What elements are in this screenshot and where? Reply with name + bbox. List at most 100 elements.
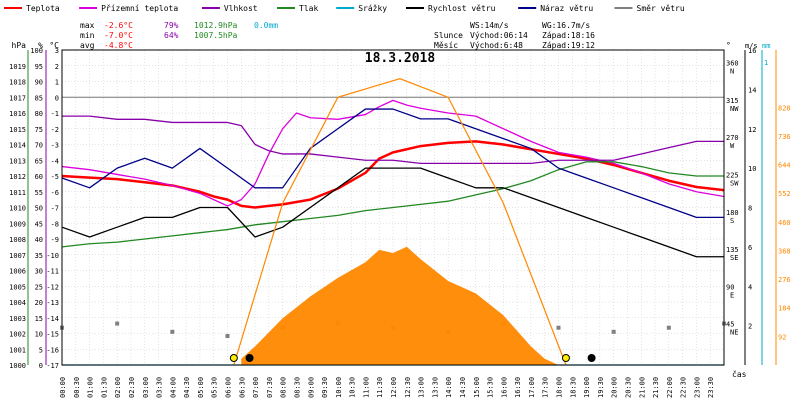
temperature-tick-3: -14 xyxy=(46,315,59,323)
temperature-tick-17: 0 xyxy=(55,94,59,102)
wind-dir-tick-5: 135 xyxy=(726,246,739,254)
x-tick-32: 16:00 xyxy=(500,377,508,398)
pressure-tick-3: 1003 xyxy=(9,315,26,323)
wind-dir-label-6: E xyxy=(730,291,734,299)
x-tick-4: 02:00 xyxy=(114,377,122,398)
humidity-tick-15: 75 xyxy=(35,126,43,134)
wind-dir-axis-label: ° xyxy=(726,41,731,50)
x-tick-1: 00:30 xyxy=(73,377,81,398)
legend-label-7: Směr větru xyxy=(637,4,685,13)
series-1-line xyxy=(61,99,725,207)
humidity-tick-11: 55 xyxy=(35,189,43,197)
solar-area xyxy=(241,246,559,365)
series-6-line xyxy=(61,108,724,218)
temperature-tick-19: 2 xyxy=(55,63,59,71)
sunrise-marker xyxy=(229,354,238,362)
stats-max-press: 1012.9hPa xyxy=(194,21,238,30)
x-tick-28: 14:00 xyxy=(445,377,453,398)
wind-dir-label-0: N xyxy=(730,68,734,76)
pressure-tick-5: 1005 xyxy=(9,283,26,291)
humidity-tick-9: 45 xyxy=(35,220,43,228)
stats-min-press: 1007.5hPa xyxy=(194,31,238,40)
humidity-tick-10: 50 xyxy=(35,205,43,213)
humidity-tick-20: 100 xyxy=(30,47,43,55)
wind-speed-axis-label: m/s xyxy=(745,42,758,50)
x-tick-31: 15:30 xyxy=(487,377,495,398)
x-tick-20: 10:00 xyxy=(335,377,343,398)
humidity-tick-4: 20 xyxy=(35,299,43,307)
solar-tick-2: 276 xyxy=(778,276,791,284)
wind-speed-tick-4: 10 xyxy=(748,165,756,173)
stats-moon-rise: Východ:6:48 xyxy=(470,41,523,50)
temperature-tick-18: 1 xyxy=(55,79,59,87)
legend: Teplota Přízemní teplota Vlhkost Tlak Srážky… xyxy=(4,4,685,13)
pressure-tick-0: 1000 xyxy=(9,362,26,370)
pressure-tick-1: 1001 xyxy=(9,346,26,354)
solar-tick-4: 460 xyxy=(778,219,791,227)
temperature-tick-20: 3 xyxy=(55,47,59,55)
x-tick-46: 23:00 xyxy=(693,377,701,398)
temperature-axis-label: °C xyxy=(49,41,59,50)
x-tick-45: 22:30 xyxy=(680,377,688,398)
temperature-tick-0: -17 xyxy=(46,362,59,370)
rain-tick-0: 1 xyxy=(764,59,768,67)
x-tick-38: 19:00 xyxy=(583,377,591,398)
humidity-tick-14: 70 xyxy=(35,142,43,150)
temperature-tick-14: -3 xyxy=(51,142,59,150)
x-axis: 00:00 00:30 01:00 01:30 02:00 02:30 03:00 03:30… xyxy=(59,377,715,398)
stats-max-hum: 79% xyxy=(164,21,179,30)
wind-speed-tick-1: 4 xyxy=(748,283,752,291)
sun-moon-markers xyxy=(229,354,596,362)
humidity-tick-7: 35 xyxy=(35,252,43,260)
wind-speed-tick-6: 14 xyxy=(748,86,756,94)
wind-dir-label-5: SE xyxy=(730,254,738,262)
pressure-tick-14: 1014 xyxy=(9,142,26,150)
humidity-tick-18: 90 xyxy=(35,79,43,87)
stats-max-temp: -2.6°C xyxy=(104,21,133,30)
x-tick-21: 10:30 xyxy=(349,377,357,398)
stats-max-label: max xyxy=(80,21,95,30)
pressure-tick-10: 1010 xyxy=(9,205,26,213)
solar-tick-5: 552 xyxy=(778,190,791,198)
x-tick-8: 04:00 xyxy=(169,377,177,398)
temperature-tick-4: -13 xyxy=(46,299,59,307)
temperature-tick-8: -9 xyxy=(51,236,59,244)
wind-speed-tick-2: 6 xyxy=(748,244,752,252)
temperature-tick-6: -11 xyxy=(46,268,59,276)
temperature-tick-13: -4 xyxy=(51,157,59,165)
wind-dir-tick-6: 90 xyxy=(726,283,734,291)
solar-tick-8: 828 xyxy=(778,104,791,112)
stats-moon-label: Měsíc xyxy=(434,41,458,50)
wind-dir-point-11 xyxy=(666,325,671,330)
x-tick-16: 08:00 xyxy=(280,377,288,398)
rain-axis-label: mm xyxy=(762,42,770,50)
legend-label-4: Srážky xyxy=(358,4,387,13)
wind-dir-point-1 xyxy=(115,321,120,326)
humidity-tick-8: 40 xyxy=(35,236,43,244)
pressure-tick-4: 1004 xyxy=(9,299,26,307)
x-tick-30: 15:00 xyxy=(473,377,481,398)
x-tick-22: 11:00 xyxy=(362,377,370,398)
legend-label-2: Vlhkost xyxy=(224,4,258,13)
pressure-tick-18: 1018 xyxy=(9,79,26,87)
x-tick-40: 20:00 xyxy=(611,377,619,398)
x-tick-19: 09:30 xyxy=(321,377,329,398)
temperature-tick-11: -6 xyxy=(51,189,59,197)
humidity-tick-3: 15 xyxy=(35,315,43,323)
wind-dir-tick-3: 225 xyxy=(726,171,739,179)
x-tick-25: 12:30 xyxy=(404,377,412,398)
stats-sun-label: Slunce xyxy=(434,31,463,40)
humidity-tick-2: 10 xyxy=(35,331,43,339)
wind-speed-tick-7: 16 xyxy=(748,47,756,55)
x-tick-36: 18:00 xyxy=(556,377,564,398)
sunset-marker xyxy=(561,354,570,362)
pressure-tick-2: 1002 xyxy=(9,331,26,339)
stats-wg: WG:16.7m/s xyxy=(542,21,590,30)
solar-tick-0: 92 xyxy=(778,333,786,341)
wind-dir-tick-1: 315 xyxy=(726,97,739,105)
x-tick-44: 22:00 xyxy=(666,377,674,398)
x-tick-13: 06:30 xyxy=(238,377,246,398)
pressure-tick-19: 1019 xyxy=(9,63,26,71)
temperature-tick-16: -1 xyxy=(51,110,59,118)
x-tick-3: 01:30 xyxy=(100,377,108,398)
